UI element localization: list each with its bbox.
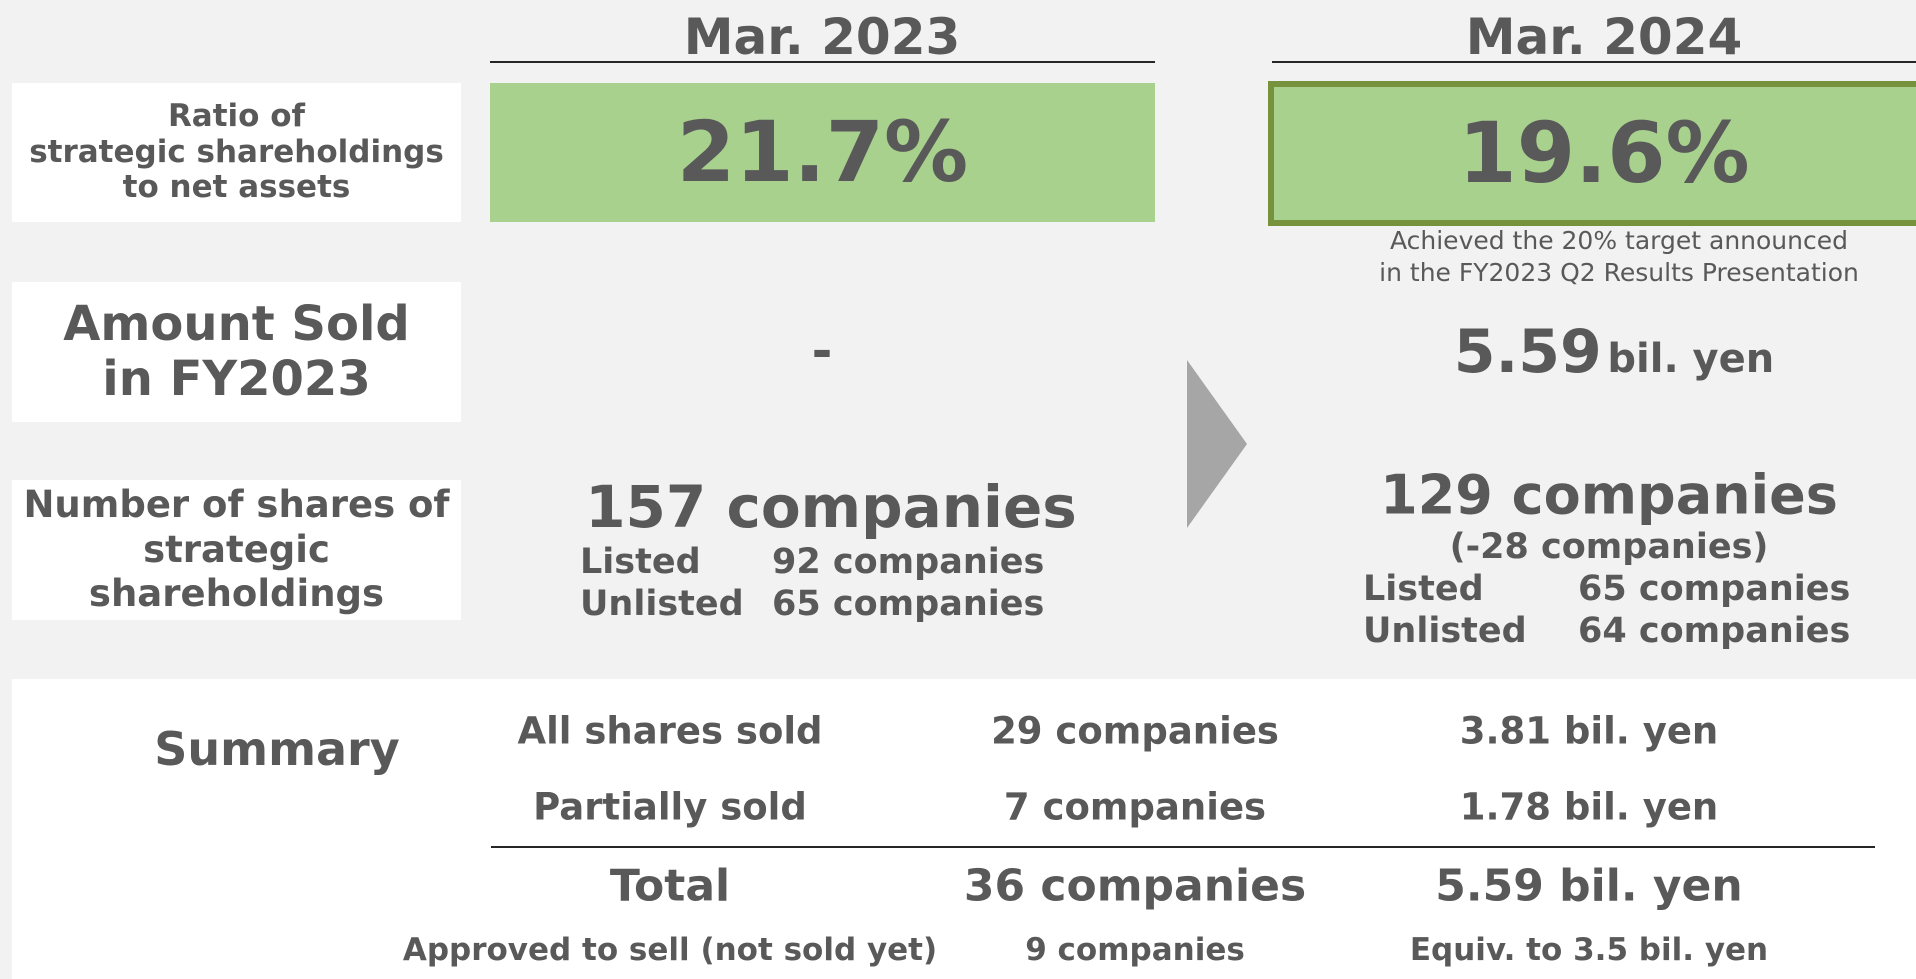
summary-panel <box>12 679 1916 979</box>
total-companies: 157 companies <box>585 473 1077 541</box>
breakdown-label: Unlisted <box>580 584 744 624</box>
note-line: in the FY2023 Q2 Results Presentation <box>1379 258 1859 287</box>
breakdown-value: 64 companies <box>1578 611 1851 651</box>
summary-cell: All shares sold <box>517 709 823 753</box>
label-line: Ratio of <box>167 98 306 135</box>
summary-cell: Partially sold <box>533 785 807 829</box>
arrow-shape <box>1187 360 1247 528</box>
change: (-28 companies) <box>1449 527 1769 567</box>
breakdown-value: 65 companies <box>772 584 1045 624</box>
label-line: Number of shares of <box>23 483 450 527</box>
summary-cell: 9 companies <box>1025 932 1245 968</box>
label-line: in FY2023 <box>102 351 371 407</box>
amount-value: 5.59 bil. yen <box>1454 317 1774 387</box>
label-line: strategic <box>143 527 330 571</box>
amount-unit: bil. yen <box>1607 336 1775 382</box>
ratio-box: 21.7% <box>490 83 1155 222</box>
header-rule <box>490 61 1155 63</box>
total-rule <box>491 846 1875 848</box>
breakdown-value: 92 companies <box>772 542 1045 582</box>
summary-cell: 29 companies <box>991 709 1279 753</box>
summary-cell: Total <box>609 860 731 912</box>
summary-cell: 36 companies <box>963 860 1307 912</box>
summary-cell: 5.59 bil. yen <box>1435 860 1743 912</box>
summary-cell: 7 companies <box>1003 785 1267 829</box>
summary-cell: Equiv. to 3.5 bil. yen <box>1409 932 1769 968</box>
ratio-value: 19.6% <box>1458 104 1750 203</box>
row-label: Number of shares of strategic shareholdi… <box>12 480 461 620</box>
summary-cell: 3.81 bil. yen <box>1459 709 1719 753</box>
row-label: Ratio of strategic shareholdings to net … <box>12 83 461 222</box>
note-line: Achieved the 20% target announced <box>1389 226 1848 255</box>
label-line: Amount Sold <box>63 295 410 352</box>
label-line: shareholdings <box>88 572 385 616</box>
ratio-box: 19.6% <box>1268 81 1916 226</box>
arrow <box>1187 360 1247 528</box>
amount-number: 5.59 <box>1453 317 1602 387</box>
breakdown-label: Listed <box>1363 569 1484 609</box>
summary-title: Summary <box>154 722 400 776</box>
header: Mar. 2023 <box>683 8 961 66</box>
summary-cell: Approved to sell (not sold yet) <box>402 932 938 968</box>
header-rule <box>1272 61 1916 63</box>
total-companies: 129 companies <box>1380 463 1838 527</box>
breakdown-value: 65 companies <box>1578 569 1851 609</box>
note: Achieved the 20% target announced in the… <box>1379 225 1859 289</box>
summary-cell: 1.78 bil. yen <box>1459 785 1719 829</box>
label-line: strategic shareholdings <box>29 133 444 170</box>
row-label: Amount Sold in FY2023 <box>12 282 461 422</box>
header: Mar. 2024 <box>1465 8 1743 66</box>
amount-value: - <box>811 322 833 380</box>
label-line: to net assets <box>122 169 351 206</box>
ratio-value: 21.7% <box>676 103 969 202</box>
breakdown-label: Unlisted <box>1363 611 1527 651</box>
breakdown-label: Listed <box>580 542 701 582</box>
